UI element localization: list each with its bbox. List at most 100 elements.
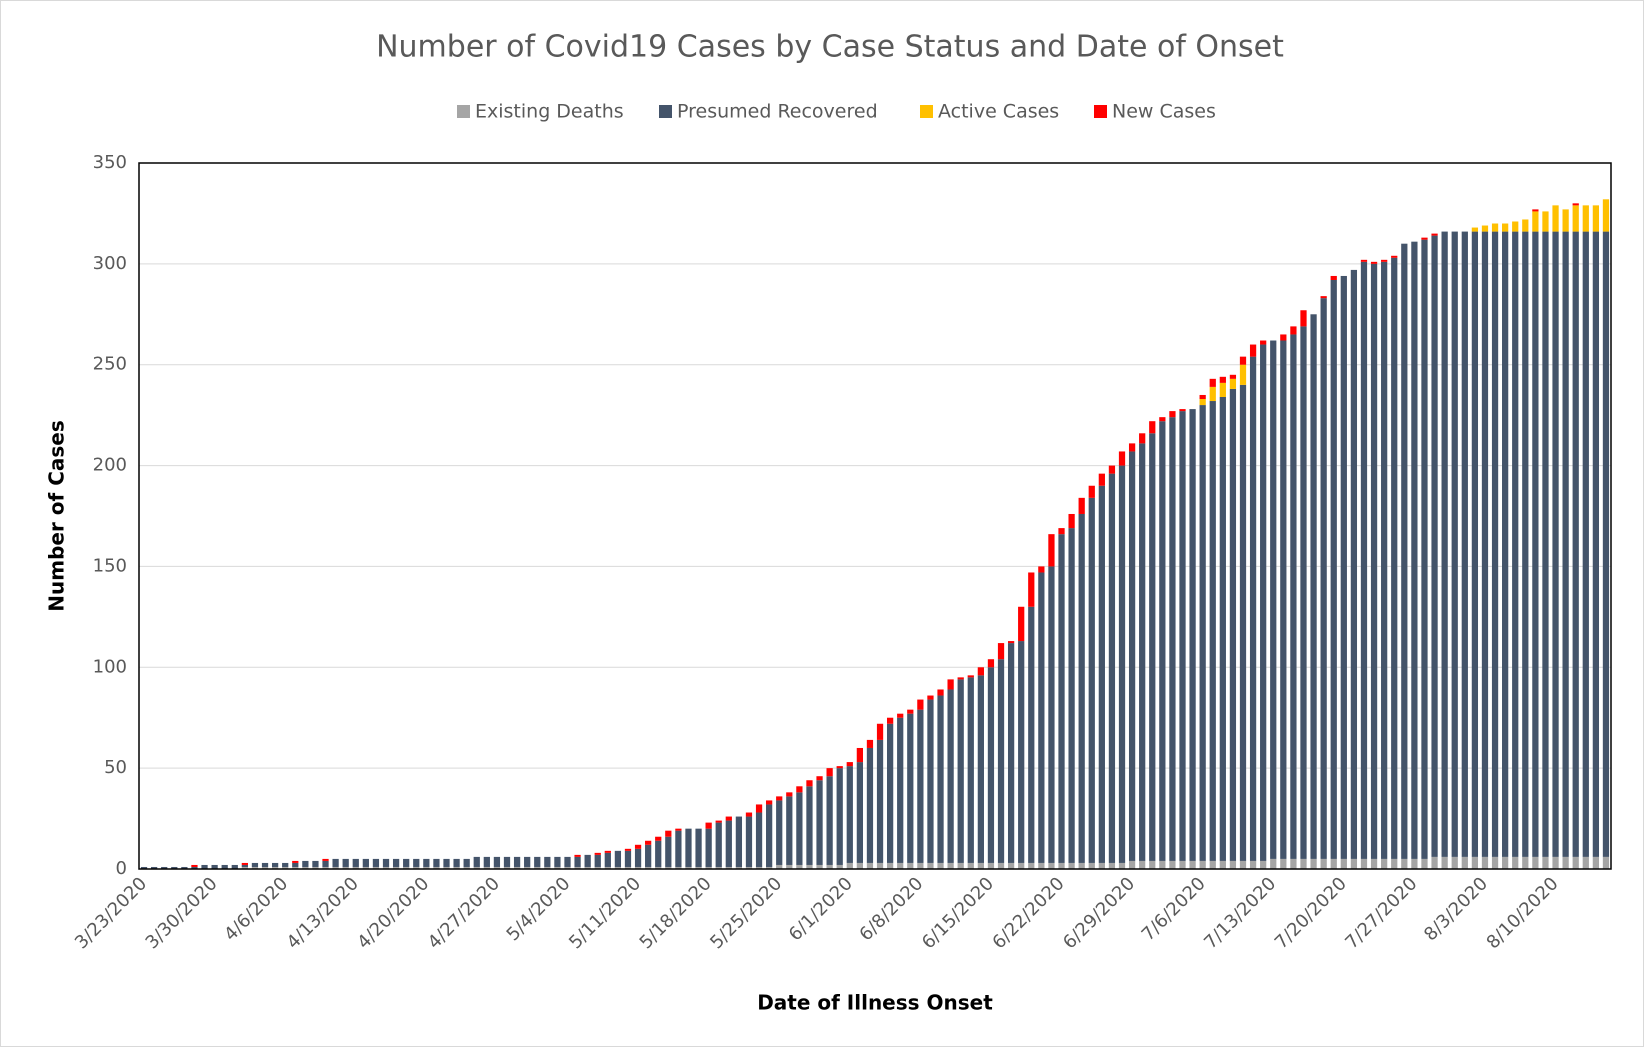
bar-segment	[1310, 858, 1317, 869]
chart-title: Number of Covid19 Cases by Case Status a…	[376, 30, 1284, 65]
bar-segment	[907, 709, 914, 714]
bar-segment	[1290, 858, 1297, 869]
bar-segment	[1149, 860, 1156, 869]
bar-segment	[443, 866, 450, 869]
bar-segment	[1552, 856, 1559, 869]
bar-segment	[453, 866, 460, 869]
bar-segment	[1088, 485, 1095, 498]
bar-segment	[312, 866, 319, 869]
legend-swatch	[920, 105, 933, 118]
bar-segment	[675, 830, 682, 867]
bar-segment	[1007, 643, 1015, 863]
bar-segment	[907, 862, 914, 869]
bar-segment	[1098, 485, 1105, 863]
bar-segment	[433, 866, 440, 869]
bar-segment	[1481, 225, 1489, 232]
bar-segment	[937, 695, 944, 863]
bar-segment	[826, 776, 833, 865]
bar-segment	[1199, 405, 1206, 861]
bar-segment	[221, 864, 228, 869]
bar-segment	[1007, 641, 1015, 644]
bar-segment	[312, 860, 319, 867]
bar-segment	[1370, 261, 1378, 264]
legend-swatch	[659, 105, 672, 118]
bar-segment	[634, 866, 642, 869]
bar-segment	[675, 866, 682, 869]
y-tick-label: 0	[116, 858, 127, 879]
bar-segment	[1340, 858, 1347, 869]
bar-segment	[705, 866, 712, 869]
bar-segment	[1007, 862, 1015, 869]
bar-segment	[1229, 388, 1237, 861]
legend-swatch	[1094, 105, 1107, 118]
bar-segment	[322, 866, 329, 869]
bar-segment	[1491, 856, 1499, 869]
bar-segment	[1421, 239, 1428, 859]
bar-segment	[766, 866, 773, 869]
bar-segment	[1229, 374, 1237, 379]
bar-segment	[1572, 856, 1579, 869]
bar-segment	[1522, 856, 1529, 869]
bar-segment	[836, 864, 843, 869]
bar-segment	[362, 858, 369, 867]
bar-segment	[1048, 566, 1055, 863]
bar-segment	[1219, 860, 1226, 869]
bar-segment	[1300, 310, 1307, 327]
bar-segment	[161, 866, 168, 869]
bar-segment	[1159, 860, 1166, 869]
bar-segment	[786, 864, 793, 869]
bar-segment	[171, 866, 178, 869]
bar-segment	[1139, 443, 1146, 861]
bar-segment	[1431, 233, 1438, 236]
bar-segment	[1219, 396, 1226, 861]
bar-segment	[352, 866, 359, 869]
bar-segment	[1451, 856, 1458, 869]
bar-segment	[1592, 856, 1600, 869]
bar-segment	[826, 768, 833, 777]
bar-segment	[1149, 421, 1156, 434]
y-tick-label: 150	[93, 555, 127, 576]
bar-segment	[524, 866, 531, 869]
bar-segment	[292, 862, 299, 867]
bar-segment	[614, 850, 622, 867]
bar-segment	[1330, 858, 1337, 869]
bar-segment	[181, 866, 188, 869]
bar-segment	[423, 858, 430, 867]
bar-segment	[1068, 528, 1075, 863]
legend-label: Presumed Recovered	[677, 101, 878, 123]
bar-segment	[342, 858, 349, 867]
bar-segment	[665, 866, 672, 869]
bar-segment	[1088, 497, 1095, 863]
bar-segment	[957, 677, 964, 680]
bar-segment	[1149, 433, 1156, 861]
bar-segment	[624, 850, 632, 867]
bar-segment	[564, 866, 571, 869]
bar-segment	[292, 860, 299, 863]
bar-segment	[685, 866, 692, 869]
bar-segment	[1229, 378, 1237, 389]
bar-segment	[1169, 860, 1176, 869]
bar-segment	[1169, 411, 1176, 418]
bar-segment	[796, 786, 803, 793]
bar-segment	[140, 866, 148, 869]
bar-segment	[1512, 221, 1519, 232]
bar-segment	[503, 856, 511, 867]
bar-segment	[1128, 443, 1136, 452]
bar-segment	[816, 776, 823, 781]
bar-segment	[1340, 275, 1347, 859]
bar-segment	[1391, 255, 1398, 258]
bar-segment	[705, 822, 712, 829]
bar-segment	[806, 864, 813, 869]
bar-segment	[1370, 858, 1378, 869]
bar-segment	[1028, 862, 1035, 869]
bar-segment	[1018, 862, 1025, 869]
bar-segment	[1330, 279, 1337, 859]
bar-segment	[816, 780, 823, 865]
bar-segment	[413, 858, 420, 867]
y-tick-label: 250	[93, 354, 127, 375]
bar-segment	[1421, 237, 1428, 240]
bar-segment	[1098, 473, 1105, 486]
bar-segment	[1451, 231, 1458, 857]
y-tick-label: 50	[104, 757, 127, 778]
bar-segment	[735, 866, 743, 869]
